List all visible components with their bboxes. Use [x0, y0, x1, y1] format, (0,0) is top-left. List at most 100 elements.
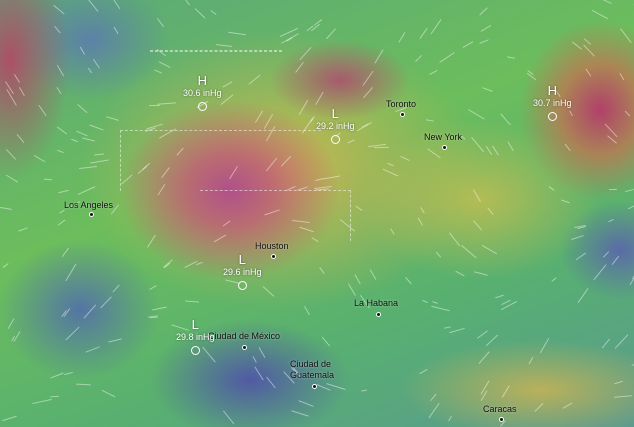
wind-streak	[615, 334, 629, 349]
wind-streak	[5, 174, 18, 183]
pressure-low[interactable]: L 29.8 inHg	[176, 318, 215, 360]
wind-streak	[619, 72, 625, 80]
wind-streak	[528, 356, 534, 365]
wind-streak	[76, 104, 87, 114]
city-marker	[376, 312, 381, 317]
wind-streak	[7, 317, 16, 330]
wind-streak	[460, 245, 477, 259]
city-houston[interactable]: Houston	[255, 241, 289, 251]
city-label: Caracas	[483, 404, 517, 414]
wind-streak	[448, 415, 453, 422]
wind-streak	[601, 338, 610, 349]
wind-streak	[613, 380, 623, 384]
wind-streak	[619, 28, 632, 44]
wind-streak	[419, 27, 428, 39]
wind-streak	[507, 141, 515, 152]
wind-streak	[390, 228, 395, 235]
wind-streak	[255, 109, 264, 123]
wind-streak	[468, 108, 486, 120]
wind-streak	[303, 305, 310, 315]
wind-streak	[562, 401, 574, 409]
wind-streak	[82, 137, 96, 142]
wind-streak	[425, 119, 435, 122]
wind-streak	[585, 68, 591, 76]
pressure-high[interactable]: H 30.6 inHg	[183, 74, 222, 116]
wind-streak	[492, 145, 499, 156]
wind-streak	[157, 101, 177, 105]
city-marker	[89, 212, 94, 217]
city-ciudad-de-mexico[interactable]: Ciudad de México	[208, 331, 280, 341]
wind-streak	[482, 87, 493, 93]
wind-streak	[101, 389, 116, 398]
city-caracas[interactable]: Caracas	[483, 404, 517, 414]
wind-streak	[56, 64, 64, 76]
wind-streak	[420, 206, 425, 214]
wind-streak	[76, 383, 92, 386]
wind-streak	[156, 17, 164, 27]
city-new-york[interactable]: New York	[424, 132, 462, 142]
wind-streak	[629, 278, 634, 286]
wind-streak	[485, 145, 493, 155]
wind-streak	[258, 346, 266, 358]
pressure-value: 30.7 inHg	[533, 98, 572, 108]
wind-streak	[87, 0, 99, 13]
wind-streak	[290, 410, 309, 417]
wind-streak	[53, 4, 65, 15]
wind-streak	[576, 252, 587, 261]
wind-streak	[485, 334, 498, 347]
wind-streak	[419, 369, 428, 375]
city-label: Ciudad de México	[208, 331, 281, 341]
wind-streak	[473, 271, 488, 277]
wind-streak	[222, 410, 235, 425]
wind-streak	[57, 219, 67, 226]
pressure-high[interactable]: H 30.7 inHg	[533, 84, 572, 126]
state-borders	[120, 130, 321, 191]
wind-streak	[319, 267, 325, 275]
wind-streak	[112, 284, 121, 293]
pressure-type: L	[331, 106, 339, 121]
wind-streak	[374, 147, 390, 149]
pressure-low[interactable]: L 29.6 inHg	[223, 253, 262, 295]
wind-streak	[71, 138, 79, 143]
wind-streak	[608, 218, 615, 223]
city-marker	[271, 254, 276, 259]
wind-streak	[31, 398, 52, 405]
wind-streak	[58, 189, 70, 194]
wind-streak	[158, 60, 171, 68]
wind-streak	[196, 261, 204, 265]
wind-streak	[507, 56, 515, 59]
pressure-low[interactable]: L 29.2 inHg	[316, 107, 355, 149]
wind-streak	[582, 44, 595, 57]
wind-streak	[0, 206, 13, 211]
wind-streak	[298, 399, 314, 407]
wind-streak	[13, 73, 20, 84]
wind-streak	[422, 299, 429, 304]
wind-streak	[65, 263, 77, 282]
wind-streak	[602, 251, 609, 259]
city-marker	[442, 145, 447, 150]
wind-streak	[215, 43, 232, 47]
city-la-habana[interactable]: La Habana	[354, 298, 398, 308]
pressure-type: L	[238, 252, 246, 267]
wind-streak	[65, 326, 80, 341]
wind-streak	[61, 247, 69, 257]
city-ciudad-de-guatemala[interactable]: Ciudad de Guatemala	[290, 359, 350, 381]
wind-streak	[439, 52, 456, 63]
city-los-angeles[interactable]: Los Angeles	[64, 200, 113, 210]
pressure-center-icon	[330, 135, 340, 144]
wind-streak	[363, 86, 374, 99]
pressure-value: 29.6 inHg	[223, 267, 262, 277]
wind-streak	[16, 134, 25, 144]
wind-streak	[94, 153, 104, 156]
wind-streak	[479, 6, 489, 16]
wind-streak	[479, 39, 490, 44]
wind-streak	[356, 121, 373, 132]
wind-streak	[107, 338, 122, 343]
wind-streak	[321, 336, 331, 347]
wind-streak	[148, 105, 160, 107]
wind-streak	[611, 256, 619, 266]
wind-streak	[436, 251, 442, 258]
wind-streak	[404, 276, 412, 284]
city-toronto[interactable]: Toronto	[386, 99, 416, 109]
